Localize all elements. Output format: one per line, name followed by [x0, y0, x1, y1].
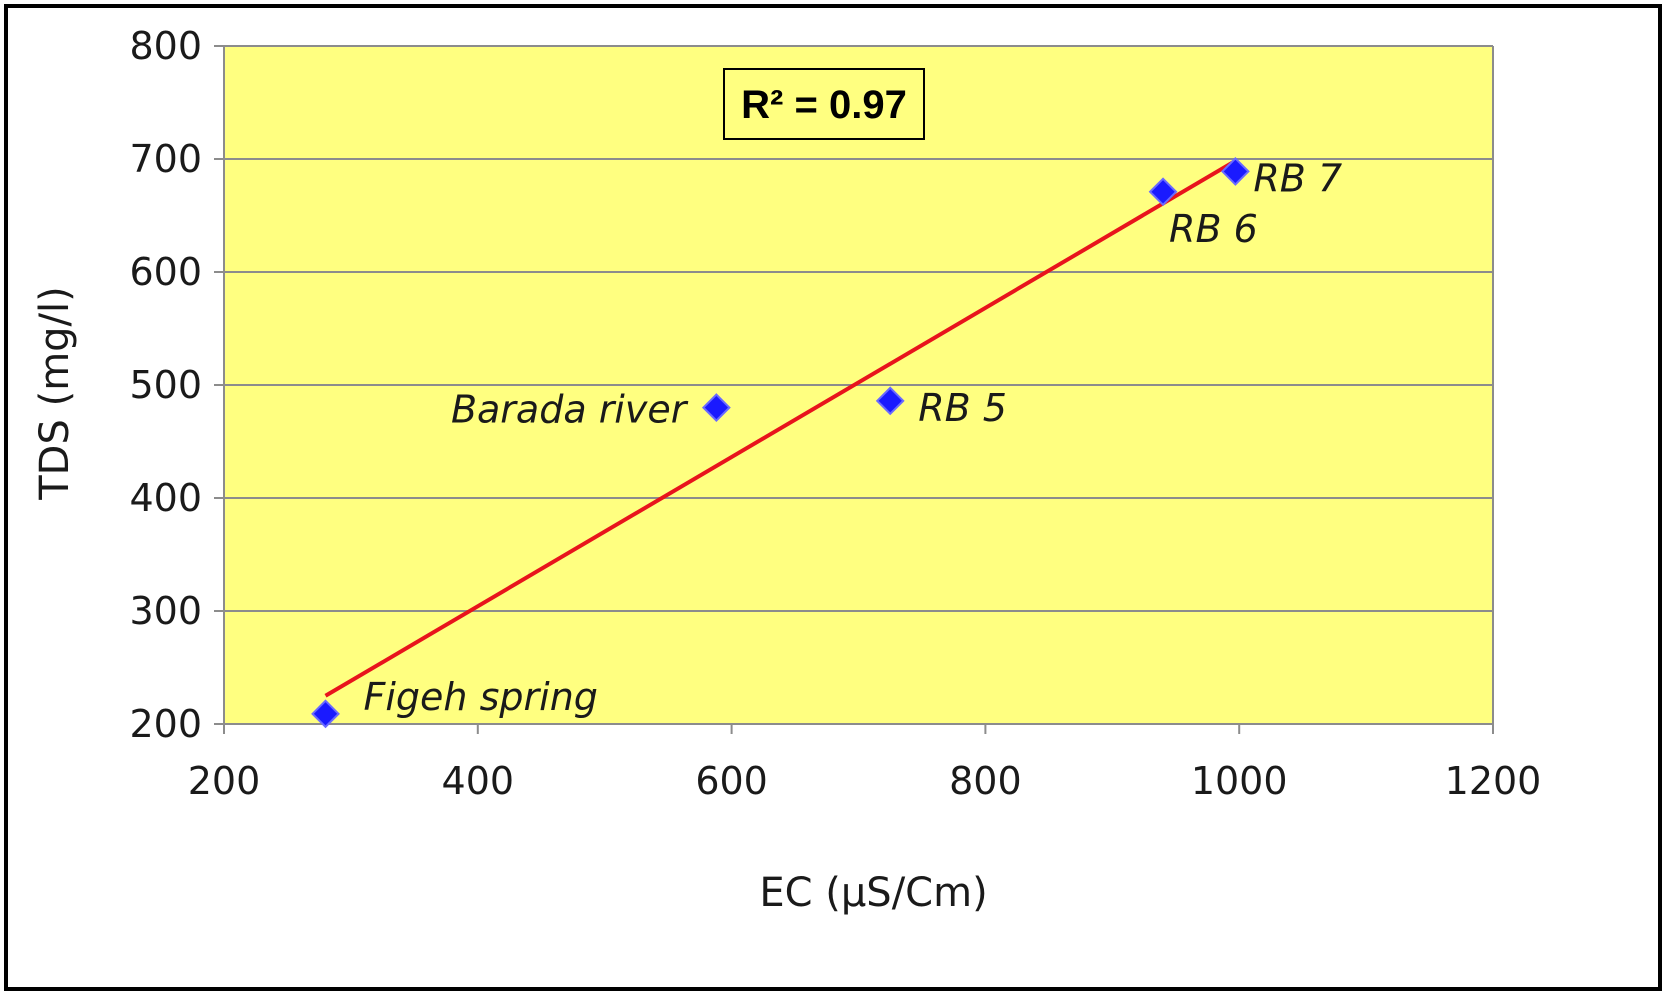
r-squared-box: [723, 68, 925, 140]
axes: 200 300 400 500 600 700 800 200 400 600 800 1000 120…: [129, 24, 1541, 803]
y-tick-label-200: 200: [129, 702, 202, 746]
x-tick-label-1000: 1000: [1191, 759, 1288, 803]
trendline-layer: [324, 160, 1234, 698]
r-squared-text: R² = 0.97: [741, 83, 907, 127]
y-tick-label-300: 300: [129, 589, 202, 633]
data-points: [311, 157, 1250, 729]
y-tick-label-700: 700: [129, 137, 202, 181]
point-label-rb-5: RB 5: [918, 386, 1007, 430]
x-tick-label-600: 600: [695, 759, 768, 803]
x-tick-label-800: 800: [949, 759, 1022, 803]
point-label-barada-river: Barada river: [451, 388, 689, 432]
point-rb-6: [1148, 177, 1178, 207]
scatter-chart: 200 300 400 500 600 700 800 200 400 600 800 1000 120…: [32, 24, 1541, 916]
r-squared-annotation: R² = 0.97: [723, 68, 925, 140]
y-tick-label-400: 400: [129, 476, 202, 520]
y-tick-label-800: 800: [129, 24, 202, 68]
point-labels: Figeh spring Barada river RB 5 RB 6 RB 7: [364, 156, 1343, 718]
point-label-rb-7: RB 7: [1253, 156, 1342, 200]
point-rb-7: [1220, 157, 1250, 186]
point-rb-5: [875, 386, 905, 416]
x-axis-title: EC (µS/Cm): [759, 870, 987, 916]
y-axis-title: TDS (mg/l): [32, 286, 78, 501]
x-tick-label-400: 400: [442, 759, 515, 803]
point-label-rb-6: RB 6: [1169, 207, 1258, 251]
point-barada-river: [701, 393, 731, 423]
y-tick-label-600: 600: [129, 250, 202, 294]
trendline: [324, 160, 1234, 698]
point-label-figeh-spring: Figeh spring: [364, 675, 598, 719]
y-tick-label-500: 500: [129, 363, 202, 407]
point-figeh-spring: [311, 699, 340, 729]
chart-frame: 200 300 400 500 600 700 800 200 400 600 800 1000 120…: [4, 4, 1662, 991]
x-tick-label-200: 200: [188, 759, 261, 803]
x-tick-label-1200: 1200: [1445, 759, 1542, 803]
